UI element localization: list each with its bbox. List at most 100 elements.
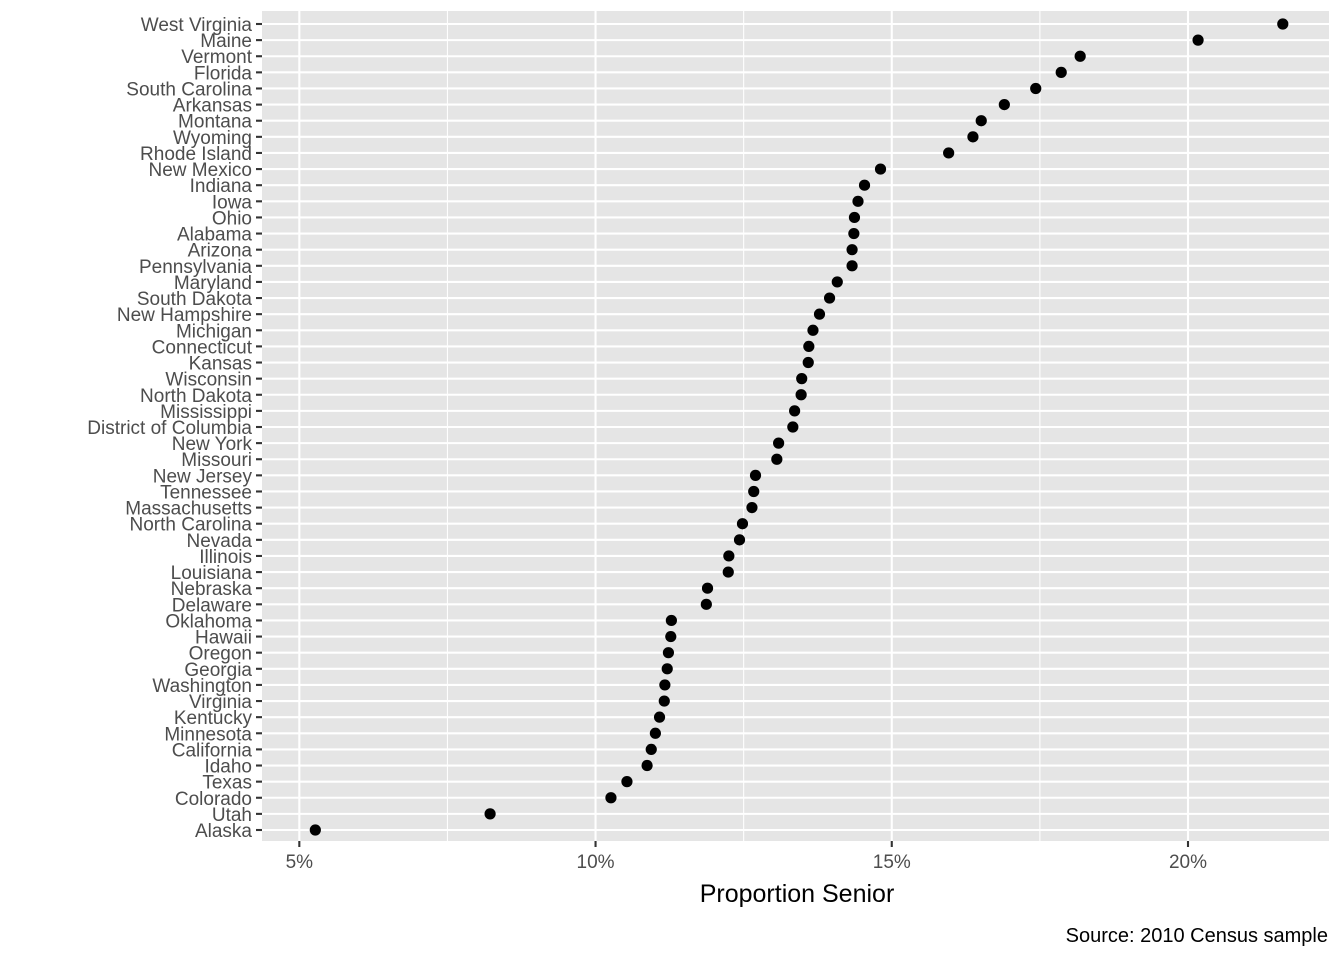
caption: Source: 2010 Census sample bbox=[1066, 925, 1328, 947]
data-point bbox=[858, 179, 871, 191]
data-point bbox=[823, 292, 836, 304]
data-point bbox=[975, 115, 987, 127]
data-point bbox=[807, 324, 819, 336]
y-tick-label: Oklahoma bbox=[165, 611, 252, 632]
x-tick-label: 15% bbox=[873, 852, 911, 873]
data-point bbox=[309, 824, 321, 836]
y-tick-label: Arkansas bbox=[173, 96, 252, 117]
y-tick-label: North Dakota bbox=[140, 386, 252, 407]
y-tick-label: Idaho bbox=[204, 757, 252, 778]
y-tick-label: Louisiana bbox=[171, 563, 253, 584]
data-point bbox=[749, 469, 762, 481]
y-tick-label: Tennessee bbox=[160, 482, 252, 503]
y-tick-label: Massachusetts bbox=[125, 499, 252, 520]
data-point bbox=[1074, 50, 1086, 62]
data-point bbox=[1030, 82, 1042, 95]
data-point bbox=[773, 437, 785, 449]
data-point bbox=[484, 808, 496, 820]
y-tick-label: Nevada bbox=[187, 531, 253, 552]
data-point bbox=[795, 389, 807, 401]
y-tick-label: Michigan bbox=[176, 321, 252, 342]
data-point bbox=[733, 534, 746, 546]
y-tick-label: Virginia bbox=[189, 692, 252, 713]
y-tick-label: New Jersey bbox=[153, 466, 253, 487]
data-point bbox=[653, 711, 666, 723]
y-tick-label: California bbox=[172, 740, 253, 761]
x-axis-title: Proportion Senior bbox=[700, 880, 895, 908]
data-point bbox=[662, 647, 675, 659]
data-point bbox=[661, 663, 673, 675]
data-point bbox=[658, 695, 670, 707]
y-tick-label: New Mexico bbox=[149, 160, 252, 181]
y-tick-label: South Carolina bbox=[126, 79, 252, 100]
data-point bbox=[967, 131, 979, 143]
y-tick-label: Montana bbox=[178, 112, 252, 133]
y-tick-label: Connecticut bbox=[152, 337, 253, 358]
data-point bbox=[789, 405, 801, 417]
y-tick-label: Mississippi bbox=[160, 402, 252, 423]
data-point bbox=[649, 727, 661, 739]
y-tick-label: New York bbox=[172, 434, 253, 455]
data-point bbox=[746, 502, 758, 514]
data-point bbox=[659, 679, 671, 691]
major-gridlines bbox=[262, 11, 1329, 841]
data-point bbox=[621, 776, 633, 788]
data-point bbox=[874, 163, 887, 175]
y-tick-label: Colorado bbox=[175, 789, 252, 810]
data-point bbox=[771, 453, 783, 465]
y-tick-label: Wisconsin bbox=[165, 370, 252, 391]
y-tick-label: South Dakota bbox=[137, 289, 253, 310]
y-tick-label: Kansas bbox=[189, 354, 252, 375]
data-point bbox=[998, 99, 1010, 111]
data-point bbox=[605, 792, 617, 804]
y-tick-label: District of Columbia bbox=[87, 418, 252, 439]
y-tick-label: Alaska bbox=[195, 821, 252, 842]
data-point bbox=[846, 244, 858, 256]
y-tick-label: West Virginia bbox=[141, 15, 253, 36]
y-tick-label: Nebraska bbox=[171, 579, 253, 600]
y-tick-label: Vermont bbox=[181, 47, 252, 68]
data-point bbox=[723, 550, 735, 562]
y-tick-label: Washington bbox=[152, 676, 252, 697]
y-tick-label: Arizona bbox=[188, 241, 253, 262]
y-tick-label: Texas bbox=[202, 773, 252, 794]
y-tick-label: Hawaii bbox=[195, 628, 252, 649]
data-point bbox=[802, 356, 814, 369]
data-point bbox=[787, 421, 799, 433]
y-tick-label: Georgia bbox=[184, 660, 252, 681]
data-point bbox=[848, 211, 861, 224]
data-point bbox=[1055, 66, 1067, 78]
y-tick-label: New Hampshire bbox=[117, 305, 252, 326]
y-tick-label: Oregon bbox=[189, 644, 252, 665]
data-point bbox=[831, 276, 843, 288]
y-tick-label: Maryland bbox=[174, 273, 252, 294]
y-tick-label: North Carolina bbox=[130, 515, 253, 536]
y-tick-label: Kentucky bbox=[174, 708, 253, 729]
data-point bbox=[748, 485, 760, 498]
y-tick-label: Indiana bbox=[190, 176, 253, 197]
x-tick-label: 5% bbox=[286, 852, 314, 873]
data-point bbox=[722, 566, 734, 578]
y-tick-label: Minnesota bbox=[164, 724, 252, 745]
data-point bbox=[852, 195, 864, 207]
data-point bbox=[645, 743, 657, 756]
x-axis: 5% 10% 15% 20% bbox=[286, 841, 1207, 873]
y-tick-label: Maine bbox=[200, 31, 252, 52]
data-point bbox=[1192, 34, 1204, 46]
y-tick-label: Rhode Island bbox=[140, 144, 252, 165]
y-tick-label: Ohio bbox=[212, 208, 252, 229]
data-point bbox=[943, 147, 955, 159]
data-point bbox=[665, 614, 677, 627]
data-point bbox=[796, 373, 808, 385]
data-point bbox=[846, 260, 858, 272]
x-tick-label: 20% bbox=[1169, 852, 1207, 873]
y-tick-label: Florida bbox=[194, 63, 253, 84]
y-tick-label: Alabama bbox=[177, 225, 252, 246]
y-tick-label: Missouri bbox=[181, 450, 252, 471]
data-point bbox=[1277, 18, 1289, 30]
data-point bbox=[641, 759, 653, 772]
data-point bbox=[701, 582, 714, 594]
y-tick-label: Iowa bbox=[212, 192, 253, 213]
